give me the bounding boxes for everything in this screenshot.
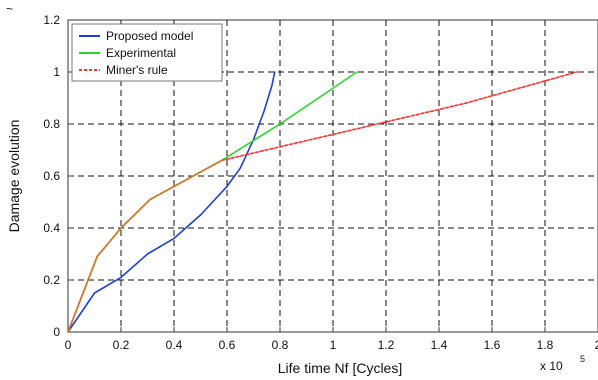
x-tick-label-8: 1.6 xyxy=(484,338,501,352)
x-axis-multiplier-base: x 10 xyxy=(540,359,563,373)
y-tick-label-3: 0.6 xyxy=(43,169,60,183)
series-line-0 xyxy=(67,71,276,333)
x-axis-ticks: 0 0.2 0.4 0.6 0.8 1 1.2 1.4 1.6 1.8 2 xyxy=(65,327,598,352)
plot-root: 0 0.2 0.4 0.6 0.8 1 1.2 1.4 1.6 1.8 2 0 0.2 0.4 0.6 0.… xyxy=(43,13,598,352)
x-axis-label: Life time Nf [Cycles] xyxy=(278,360,402,376)
y-tick-label-6: 1.2 xyxy=(43,13,60,27)
x-tick-label-3: 0.6 xyxy=(219,338,236,352)
x-axis-multiplier: x 10 5 xyxy=(540,354,585,373)
x-tick-label-6: 1.2 xyxy=(378,338,395,352)
x-tick-label-10: 2 xyxy=(595,338,598,352)
x-tick-label-0: 0 xyxy=(65,338,72,352)
legend-label-proposed-model: Proposed model xyxy=(106,29,193,43)
y-tick-label-2: 0.4 xyxy=(43,221,60,235)
y-axis-ticks: 0 0.2 0.4 0.6 0.8 1 1.2 xyxy=(43,13,73,339)
legend-label-miners-rule: Miner's rule xyxy=(106,63,168,77)
series-line-3 xyxy=(67,159,223,333)
y-tick-label-1: 0.2 xyxy=(43,273,60,287)
y-axis-label: Damage evolution xyxy=(6,120,22,233)
x-tick-label-2: 0.4 xyxy=(166,338,183,352)
legend-label-experimental: Experimental xyxy=(106,46,176,60)
y-tick-label-4: 0.8 xyxy=(43,117,60,131)
x-tick-label-5: 1 xyxy=(330,338,337,352)
x-tick-label-1: 0.2 xyxy=(113,338,130,352)
x-tick-label-9: 1.8 xyxy=(537,338,554,352)
cropped-top-mark: ~ xyxy=(6,2,13,16)
legend: Proposed model Experimental Miner's rule xyxy=(71,23,223,82)
y-tick-label-0: 0 xyxy=(53,325,60,339)
y-tick-label-5: 1 xyxy=(53,65,60,79)
x-tick-label-7: 1.4 xyxy=(431,338,448,352)
x-axis-multiplier-exponent: 5 xyxy=(580,354,585,364)
x-tick-label-4: 0.8 xyxy=(272,338,289,352)
series-layer xyxy=(67,71,578,333)
